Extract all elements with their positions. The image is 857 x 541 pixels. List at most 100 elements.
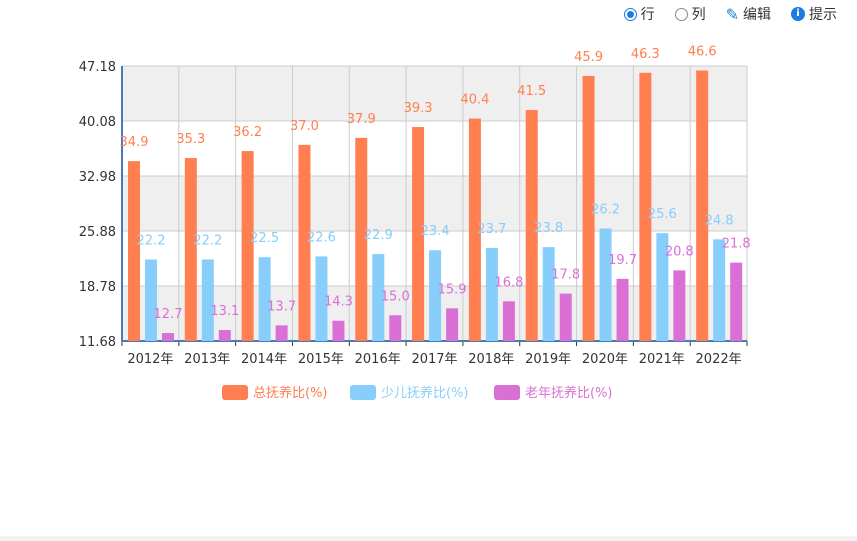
data-label: 39.3 (404, 101, 433, 116)
bar-3 (730, 262, 743, 341)
radio-checked-icon (623, 7, 637, 21)
bar-2 (542, 247, 555, 341)
data-label: 21.8 (722, 237, 751, 252)
data-label: 20.8 (665, 244, 694, 259)
x-tick-label: 2017年 (411, 352, 457, 367)
legend-label: 总抚养比(%) (253, 385, 328, 401)
data-label: 45.9 (574, 50, 603, 65)
data-label: 12.7 (154, 307, 183, 322)
toolbar: 行 列 ✎ 编辑 i 提示 (623, 4, 837, 24)
bar-3 (389, 315, 402, 341)
data-label: 36.2 (233, 125, 262, 140)
data-label: 37.0 (290, 119, 319, 134)
row-radio[interactable]: 行 (623, 4, 655, 24)
y-tick-label: 25.88 (79, 225, 116, 240)
legend-label: 少儿抚养比(%) (381, 385, 469, 401)
data-label: 41.5 (517, 84, 546, 99)
bar-2 (599, 228, 612, 341)
tip-label: 提示 (809, 7, 837, 23)
data-label: 13.7 (267, 299, 296, 314)
y-tick-label: 32.98 (79, 170, 116, 185)
bar-3 (218, 330, 231, 341)
data-label: 17.8 (551, 268, 580, 283)
bar-2 (145, 259, 157, 341)
bar-3 (162, 333, 174, 341)
x-tick-label: 2013年 (184, 352, 230, 367)
y-tick-label: 18.78 (79, 280, 116, 295)
data-label: 23.8 (534, 221, 563, 236)
bar-1 (582, 75, 595, 341)
x-tick-label: 2020年 (582, 352, 628, 367)
row-label: 行 (640, 7, 655, 23)
grid-band (122, 176, 747, 231)
data-label: 14.3 (324, 295, 353, 310)
x-tick-label: 2019年 (525, 352, 571, 367)
data-label: 40.4 (460, 93, 489, 108)
bar-3 (616, 278, 629, 341)
legend-swatch (494, 385, 520, 400)
bar-1 (525, 110, 538, 341)
bar-2 (656, 233, 669, 341)
bar-3 (559, 293, 572, 341)
bar-3 (446, 308, 459, 341)
data-label: 22.2 (137, 234, 166, 249)
edit-label: 编辑 (743, 7, 771, 23)
x-tick-label: 2015年 (298, 352, 344, 367)
bar-3 (673, 270, 686, 341)
col-radio[interactable]: 列 (674, 4, 706, 24)
y-tick-label: 40.08 (79, 115, 116, 130)
data-label: 26.2 (591, 203, 620, 218)
data-label: 46.3 (631, 47, 660, 62)
info-icon: i (791, 7, 805, 21)
bar-2 (372, 254, 385, 341)
data-label: 23.7 (477, 222, 506, 237)
bar-1 (468, 118, 481, 342)
x-tick-label: 2012年 (127, 352, 173, 367)
bar-1 (639, 72, 652, 342)
bar-2 (429, 250, 442, 341)
edit-icon: ✎ (725, 4, 739, 24)
x-tick-label: 2016年 (355, 352, 401, 367)
y-tick-label: 11.68 (79, 335, 116, 350)
bar-1 (184, 158, 197, 341)
data-label: 15.9 (438, 282, 467, 297)
bar-1 (355, 137, 368, 341)
legend-label: 老年抚养比(%) (525, 385, 613, 401)
data-label: 46.6 (688, 44, 717, 59)
bar-1 (241, 151, 254, 341)
x-tick-label: 2014年 (241, 352, 287, 367)
radio-unchecked-icon (674, 7, 688, 21)
x-tick-label: 2018年 (468, 352, 514, 367)
x-tick-label: 2022年 (696, 352, 742, 367)
data-label: 37.9 (347, 112, 376, 127)
data-label: 13.1 (210, 304, 239, 319)
bar-3 (332, 320, 345, 341)
bar-2 (258, 257, 271, 341)
col-label: 列 (691, 7, 706, 23)
data-label: 22.6 (307, 230, 336, 245)
bar-3 (502, 301, 515, 341)
bar-2 (485, 247, 498, 341)
legend-swatch (222, 385, 248, 400)
data-label: 23.4 (421, 224, 450, 239)
data-label: 16.8 (494, 275, 523, 290)
data-label: 24.8 (705, 213, 734, 228)
grid-band (122, 121, 747, 176)
data-label: 15.0 (381, 289, 410, 304)
data-label: 19.7 (608, 253, 637, 268)
bar-3 (275, 325, 288, 341)
tip-button[interactable]: i 提示 (791, 4, 837, 24)
x-tick-label: 2021年 (639, 352, 685, 367)
data-label: 22.9 (364, 228, 393, 243)
edit-button[interactable]: ✎ 编辑 (726, 4, 771, 24)
y-tick-label: 47.18 (79, 60, 116, 75)
bar-1 (298, 144, 311, 341)
bar-2 (713, 239, 726, 341)
data-label: 22.2 (193, 234, 222, 249)
bar-2 (201, 259, 214, 341)
bar-1 (412, 127, 425, 341)
data-label: 25.6 (648, 207, 677, 222)
data-label: 34.9 (120, 135, 149, 150)
bottom-bar (0, 536, 857, 541)
